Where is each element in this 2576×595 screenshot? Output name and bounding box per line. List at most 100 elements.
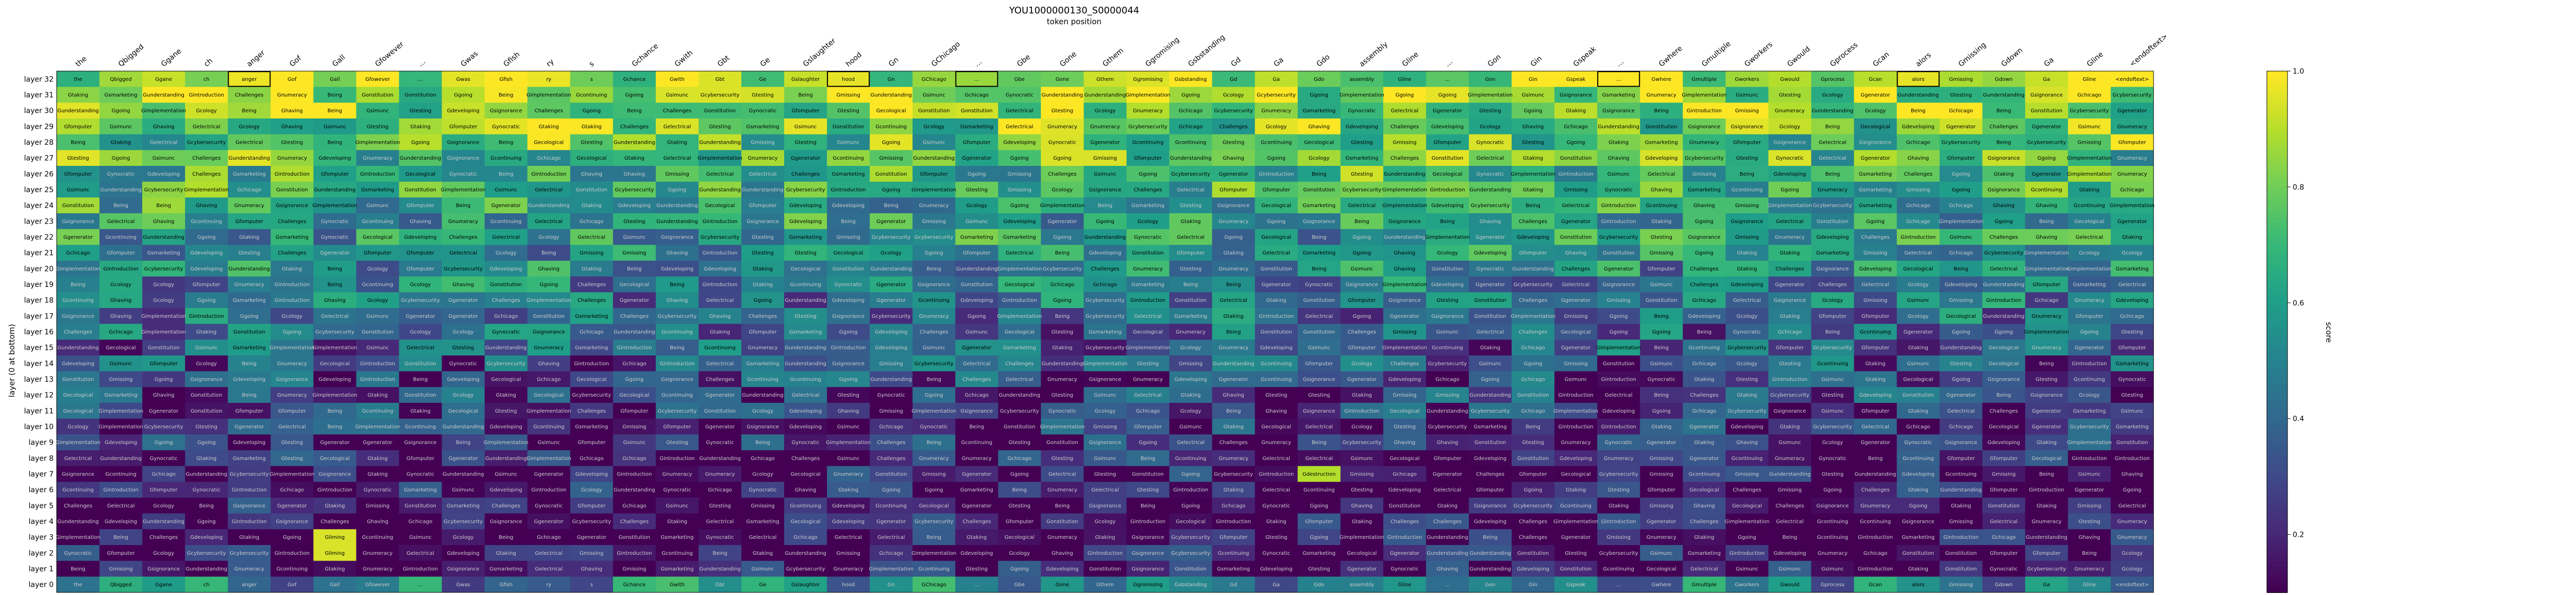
cell-label: Ggoing (1952, 330, 1970, 335)
cell-label: Gtaking (1866, 361, 1886, 367)
cell-label: Gonstitution (2031, 108, 2063, 114)
cell-label: Gliming (325, 551, 345, 556)
heatmap-cell (270, 134, 314, 150)
cell-label: Gdeveloping (1474, 456, 1506, 462)
heatmap-cell (2025, 118, 2069, 135)
cell-label: Ghaving (1565, 250, 1587, 256)
heatmap-cell (484, 308, 528, 325)
x-tick-label: Gline (1401, 50, 1420, 69)
heatmap-cell (1768, 134, 1812, 150)
cell-label: Being (1526, 424, 1540, 430)
cell-label: Gecological (876, 108, 906, 114)
cell-label: Gunderstanding (742, 188, 783, 193)
heatmap-cell (1725, 134, 1769, 150)
heatmap-cell (1982, 134, 2026, 150)
x-tick-label: Gcan (1871, 50, 1891, 69)
cell-label: Gintroduction (2029, 487, 2064, 493)
cell-label: Challenges (962, 519, 991, 525)
heatmap-cell (1725, 371, 1769, 387)
cell-label: Gcybersecurity (1000, 409, 1039, 414)
cell-label: Gimplementation (1468, 93, 1513, 98)
cell-label: Gonstitution (961, 282, 993, 288)
cell-label: Gsimunc (1094, 456, 1116, 462)
colorbar-segment (2267, 295, 2287, 301)
cell-label: Ghaving (1907, 156, 1929, 161)
cell-label: Gcology (1052, 188, 1073, 193)
heatmap-cell (1597, 118, 1640, 135)
cell-label: Gnumeracy (2031, 345, 2061, 351)
cell-label: Gunderstanding (742, 393, 783, 398)
heatmap-cell (399, 181, 443, 198)
cell-label: Gcology (1351, 361, 1372, 367)
heatmap-cell (1169, 355, 1213, 372)
heatmap-cell (142, 387, 185, 403)
cell-label: Gonstitution (362, 93, 394, 98)
heatmap-cell (1383, 118, 1427, 135)
cell-label: Gelectrical (1861, 424, 1889, 430)
cell-label: Gimplementation (1382, 345, 1427, 351)
cell-label: Gsignorance (1945, 440, 1977, 446)
cell-label: Gsmarketing (1302, 250, 1335, 256)
cell-label: Gfomputer (364, 250, 392, 256)
cell-label: Gonstitution (62, 377, 94, 383)
cell-label: Gecological (1261, 235, 1291, 241)
cell-label: Gcontinuing (747, 377, 778, 383)
heatmap-cell (1939, 71, 1983, 88)
cell-label: Gcontinuing (1175, 456, 1207, 462)
cell-label: Gimplementation (2024, 250, 2069, 256)
heatmap-cell (1896, 87, 1940, 103)
heatmap-cell (1811, 150, 1855, 166)
cell-label: Challenges (1690, 393, 1718, 398)
heatmap-cell (912, 87, 956, 103)
cell-label: Gtesting (1651, 235, 1672, 241)
heatmap-cell (2110, 292, 2154, 309)
cell-label: Gcybersecurity (1471, 203, 1510, 209)
cell-label: Being (1954, 266, 1968, 272)
cell-label: Gsignorance (233, 503, 265, 509)
cell-label: Gprocess (1821, 77, 1844, 82)
cell-label: Gsmarketing (1003, 345, 1036, 351)
colorbar-segment (2267, 524, 2287, 531)
cell-label: Being (1868, 456, 1883, 462)
y-tick-label: layer 2 (29, 549, 54, 557)
heatmap-cell (1255, 276, 1298, 293)
heatmap-cell (1340, 229, 1384, 245)
cell-label: Gsignorance (1346, 282, 1378, 288)
heatmap-cell (1041, 87, 1084, 103)
cell-label: Gfomputer (321, 172, 349, 177)
cell-label: Ggoing (1994, 219, 2013, 225)
heatmap-cell (1083, 261, 1127, 277)
cell-label: Gtesting (1180, 266, 1201, 272)
heatmap-cell (356, 245, 399, 261)
heatmap-cell (1597, 166, 1640, 182)
cell-label: Gnumeracy (363, 551, 393, 556)
cell-label: Gonstitution (191, 393, 223, 398)
heatmap-cell (270, 229, 314, 245)
cell-label: Gunderstanding (1855, 472, 1896, 478)
heatmap-cell (1212, 150, 1256, 166)
cell-label: Gintroduction (1858, 535, 1893, 540)
cell-label: Gunderstanding (1983, 282, 2024, 288)
cell-label: Ggoing (1952, 377, 1970, 383)
cell-label: Gsmarketing (1302, 203, 1335, 209)
cell-label: Gcybersecurity (1043, 266, 1082, 272)
colorbar-segment (2267, 160, 2287, 166)
cell-label: Ggoing (1053, 156, 1072, 161)
heatmap-cell (1982, 355, 2026, 372)
cell-label: Gsignorance (960, 409, 993, 414)
heatmap-cell (442, 87, 485, 103)
cell-label: Gcybersecurity (658, 314, 697, 319)
cell-label: Gchicago (1906, 219, 1930, 225)
cell-label: Being (413, 377, 428, 383)
cell-label: alors (1912, 77, 1924, 82)
cell-label: Being (1312, 440, 1326, 446)
cell-label: Gnumeracy (2031, 314, 2061, 319)
heatmap-cell (1340, 339, 1384, 356)
heatmap-cell (1297, 245, 1341, 261)
x-tick-label: Gwas (459, 49, 480, 69)
cell-label: Gfomputer (1861, 314, 1890, 319)
cell-label: Gmissing (1906, 188, 1930, 193)
cell-label: Gsmarketing (960, 124, 993, 130)
cell-label: Being (328, 282, 342, 288)
cell-label: Gecological (320, 456, 350, 462)
